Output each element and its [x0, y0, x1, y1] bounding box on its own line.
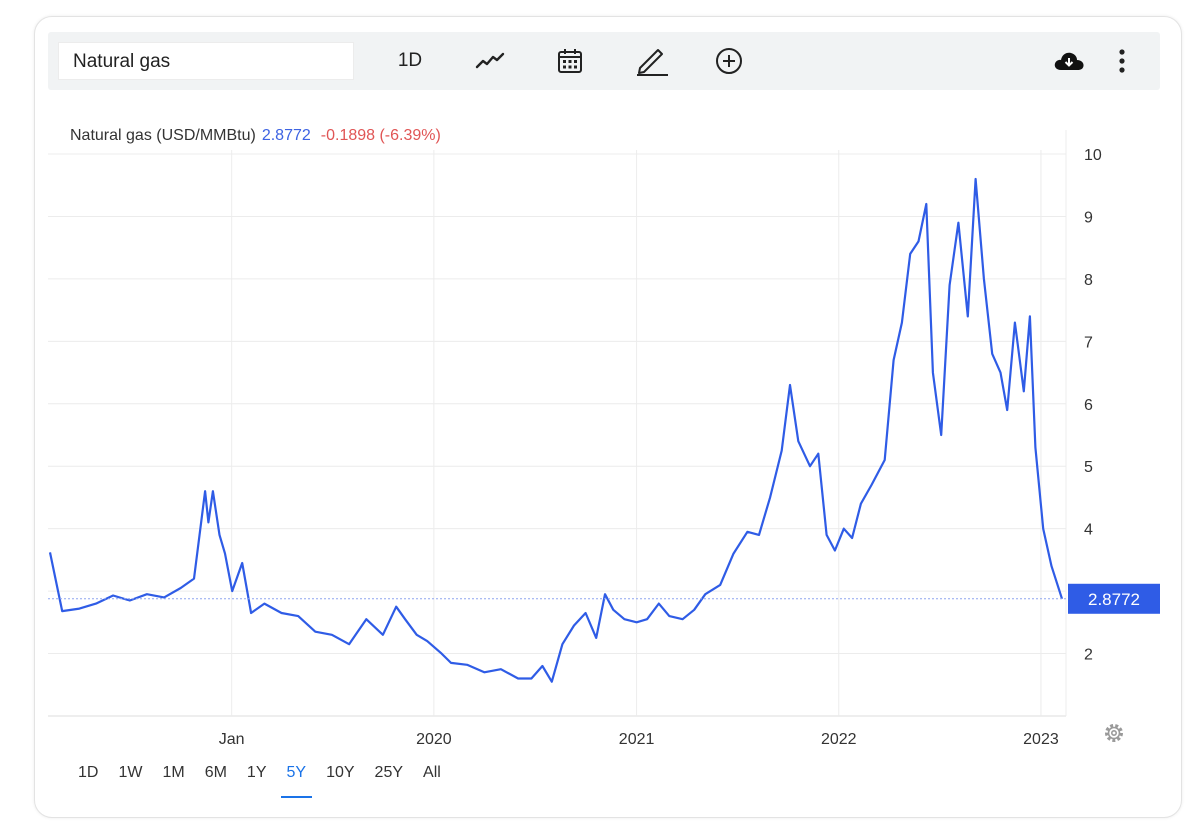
add-comparison-button[interactable]	[712, 44, 746, 78]
price-tag-box	[1068, 583, 1160, 614]
legend: Natural gas (USD/MMBtu) 2.8772 -0.1898 (…	[70, 127, 441, 144]
widget-frame	[34, 16, 1182, 818]
date-range-button[interactable]	[552, 44, 588, 78]
line-chart-icon	[475, 52, 505, 69]
y-tick-label: 7	[1084, 334, 1093, 351]
range-1w[interactable]: 1W	[118, 764, 143, 781]
range-1d[interactable]: 1D	[78, 764, 99, 781]
x-tick-label: 2021	[619, 731, 655, 748]
plus-circle-icon	[716, 48, 742, 74]
pencil-icon	[637, 49, 668, 76]
range-1y[interactable]: 1Y	[246, 764, 267, 781]
calendar-icon	[558, 49, 582, 73]
range-6m[interactable]: 6M	[204, 764, 227, 781]
range-5y[interactable]: 5Y	[277, 762, 317, 798]
search-input[interactable]: Natural gas	[58, 42, 354, 80]
gear-icon	[1105, 724, 1123, 742]
range-all[interactable]: All	[423, 764, 441, 781]
range-10y[interactable]: 10Y	[326, 764, 355, 781]
series-group	[48, 177, 1064, 683]
download-button[interactable]	[1052, 44, 1086, 78]
y-tick-label: 8	[1084, 272, 1093, 289]
legend-price: 2.8772	[262, 127, 311, 144]
chart-type-button[interactable]	[470, 44, 510, 78]
y-tick-label: 9	[1084, 209, 1093, 226]
y-tick-label: 2	[1084, 647, 1093, 664]
price-tag-label: 2.8772	[1088, 590, 1140, 609]
x-tick-label: 2023	[1023, 731, 1059, 748]
legend-change: -0.1898 (-6.39%)	[321, 127, 441, 144]
x-tick-label: Jan	[219, 731, 245, 748]
draw-button[interactable]	[632, 44, 672, 78]
cloud-download-icon	[1054, 52, 1084, 70]
x-tick-label: 2020	[416, 731, 452, 748]
y-tick-label: 4	[1084, 522, 1093, 539]
range-25y[interactable]: 25Y	[374, 764, 404, 781]
more-vert-icon	[1119, 49, 1125, 73]
interval-button[interactable]: 1D	[390, 44, 430, 78]
interval-label: 1D	[397, 50, 423, 71]
y-tick-label: 5	[1084, 459, 1093, 476]
price-tag: 2.8772	[1068, 583, 1160, 614]
x-axis: Jan 2020 2021 2022 2023	[219, 731, 1059, 748]
range-selector: 1D 1W 1M 6M 1Y 5Y 10Y 25Y All	[68, 762, 451, 798]
chart-settings-button[interactable]	[1102, 721, 1126, 745]
x-tick-label: 2022	[821, 731, 857, 748]
y-tick-label: 6	[1084, 397, 1093, 414]
y-tick-label: 10	[1084, 147, 1102, 164]
more-options-button[interactable]	[1112, 44, 1132, 78]
chart-grid	[48, 130, 1067, 717]
series-line-0	[48, 177, 1064, 683]
range-1m[interactable]: 1M	[162, 764, 185, 781]
legend-name: Natural gas (USD/MMBtu)	[70, 127, 256, 144]
